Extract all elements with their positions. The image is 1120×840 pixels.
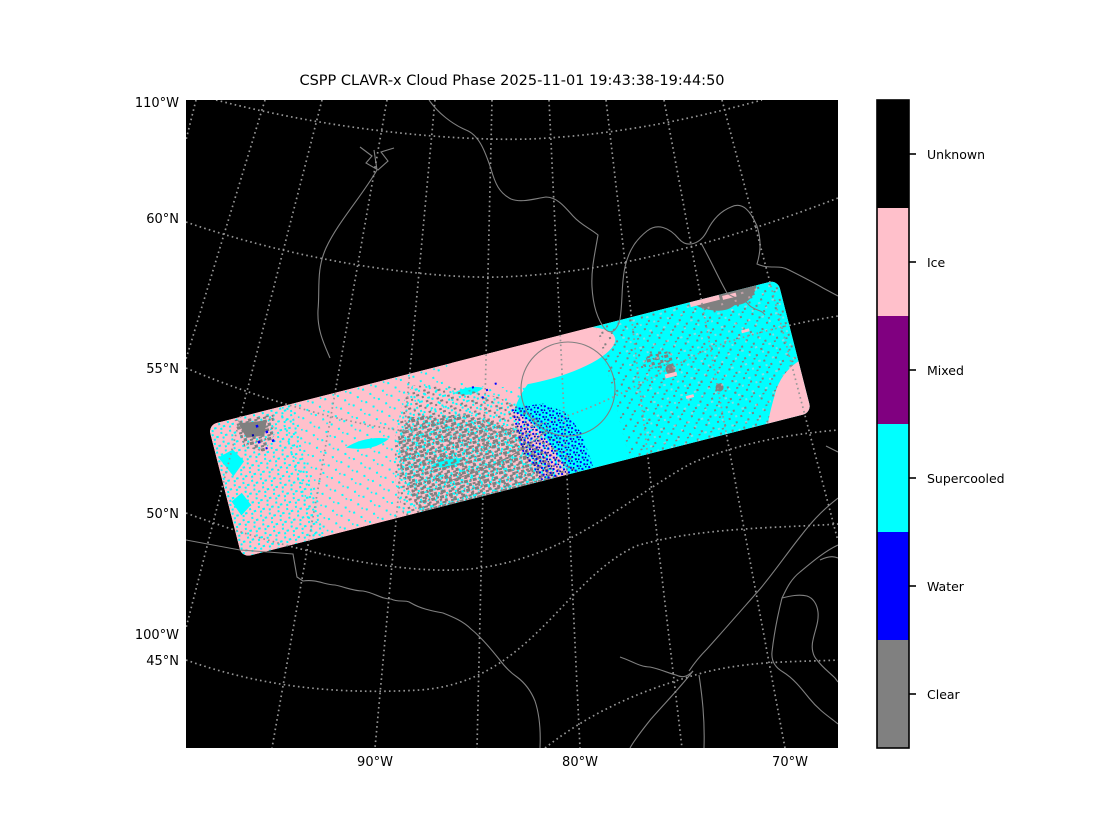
colorbar: Unknown Ice Mixed Supercooled Water Clea… — [876, 99, 1005, 749]
colorbar-label-water: Water — [927, 579, 965, 594]
colorbar-swatch-clear — [877, 640, 909, 748]
meridian-65W — [721, 100, 838, 542]
coast-great-whale — [700, 242, 766, 316]
swath-left-tip-speckle — [208, 403, 326, 558]
colorbar-label-unknown: Unknown — [927, 147, 985, 162]
meridian-105W — [186, 100, 266, 360]
colorbar-swatch-supercooled — [877, 424, 909, 532]
bottom-label-70W: 70°W — [772, 755, 808, 770]
colorbar-outline — [876, 99, 910, 749]
swath-water-cluster — [511, 403, 594, 482]
coast-nelson-fork — [359, 146, 395, 171]
colorbar-swatch-unknown — [877, 100, 909, 208]
colorbar-label-clear: Clear — [927, 687, 961, 702]
coast-ottawa-river — [619, 656, 694, 678]
plot-title: CSPP CLAVR-x Cloud Phase 2025-11-01 19:4… — [299, 73, 724, 89]
coast-river-tail — [448, 430, 547, 482]
coast-ring-feature — [520, 341, 616, 437]
colorbar-swatch-ice — [877, 208, 909, 316]
parallel-65N — [215, 100, 763, 141]
graticule — [186, 100, 838, 748]
bottom-axis-labels: 90°W 80°W 70°W — [357, 755, 808, 770]
coast-champlain — [698, 674, 705, 748]
colorbar-swatch-water — [877, 532, 909, 640]
swath-cyan-streak — [345, 438, 389, 449]
swath-left-cyan-patch — [218, 449, 245, 477]
coast-stlawrence-south-maine — [771, 544, 838, 725]
coast-maine-border — [781, 594, 838, 683]
left-axis-labels: 110°W 60°N 55°N 50°N 100°W 45°N — [135, 96, 179, 669]
left-label-100W: 100°W — [135, 628, 179, 643]
coast-lake-winnipeg — [317, 169, 378, 359]
left-label-50N: 50°N — [146, 507, 179, 522]
colorbar-label-ice: Ice — [927, 255, 946, 270]
bottom-label-80W: 80°W — [562, 755, 598, 770]
coast-hudson-james-bay — [428, 100, 838, 333]
colorbar-label-supercooled: Supercooled — [927, 471, 1005, 486]
swath-clear-dense-zone — [398, 414, 558, 513]
coast-edge-bits — [819, 445, 838, 561]
parallel-45N — [186, 523, 838, 693]
swath-left-clear-core — [238, 420, 267, 438]
left-label-45N: 45°N — [146, 654, 179, 669]
coastlines — [186, 100, 838, 748]
swath-right-ice-wedge — [768, 361, 812, 424]
left-label-110W: 110°W — [135, 96, 179, 111]
swath-left-cyan-patch — [231, 492, 252, 516]
map-axes: 110°W 60°N 55°N 50°N 100°W 45°N 90°W 80°… — [135, 96, 838, 770]
left-label-60N: 60°N — [146, 212, 179, 227]
parallel-60N — [186, 197, 838, 279]
swath-ice-blob — [442, 343, 541, 383]
parallel-50N — [186, 429, 838, 571]
coast-superior-huron — [186, 539, 541, 748]
coast-ontario — [629, 670, 694, 748]
meridian-110W — [186, 100, 197, 141]
colorbar-ticks — [909, 153, 916, 695]
left-label-55N: 55°N — [146, 362, 179, 377]
cloud-phase-swath — [208, 279, 812, 558]
colorbar-swatch-mixed — [877, 316, 909, 424]
meridian-75W — [605, 100, 683, 748]
coast-stlawrence-north — [688, 497, 838, 672]
colorbar-label-mixed: Mixed — [927, 363, 964, 378]
bottom-label-90W: 90°W — [357, 755, 393, 770]
meridian-95W — [271, 100, 388, 748]
